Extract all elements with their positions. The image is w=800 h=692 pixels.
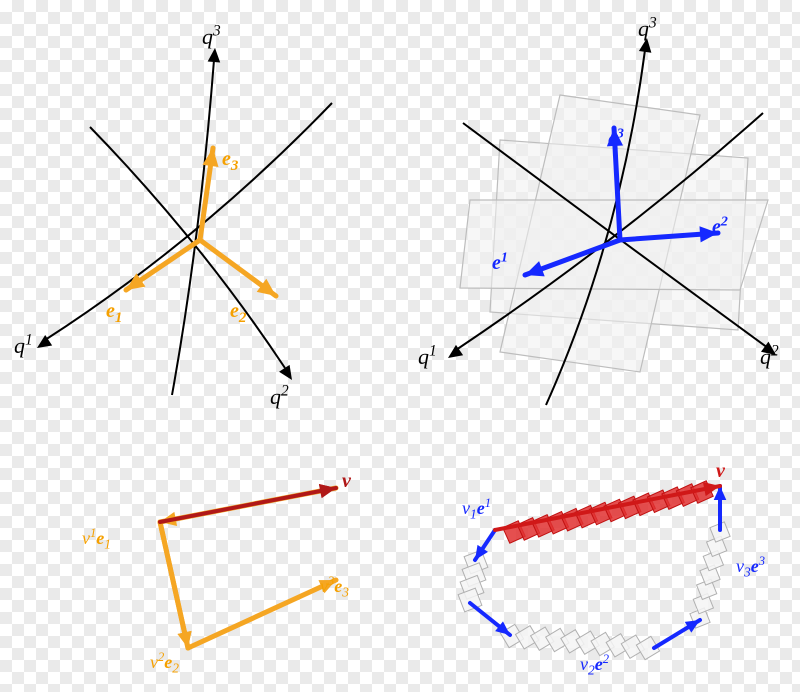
- diagram-canvas: [0, 0, 800, 692]
